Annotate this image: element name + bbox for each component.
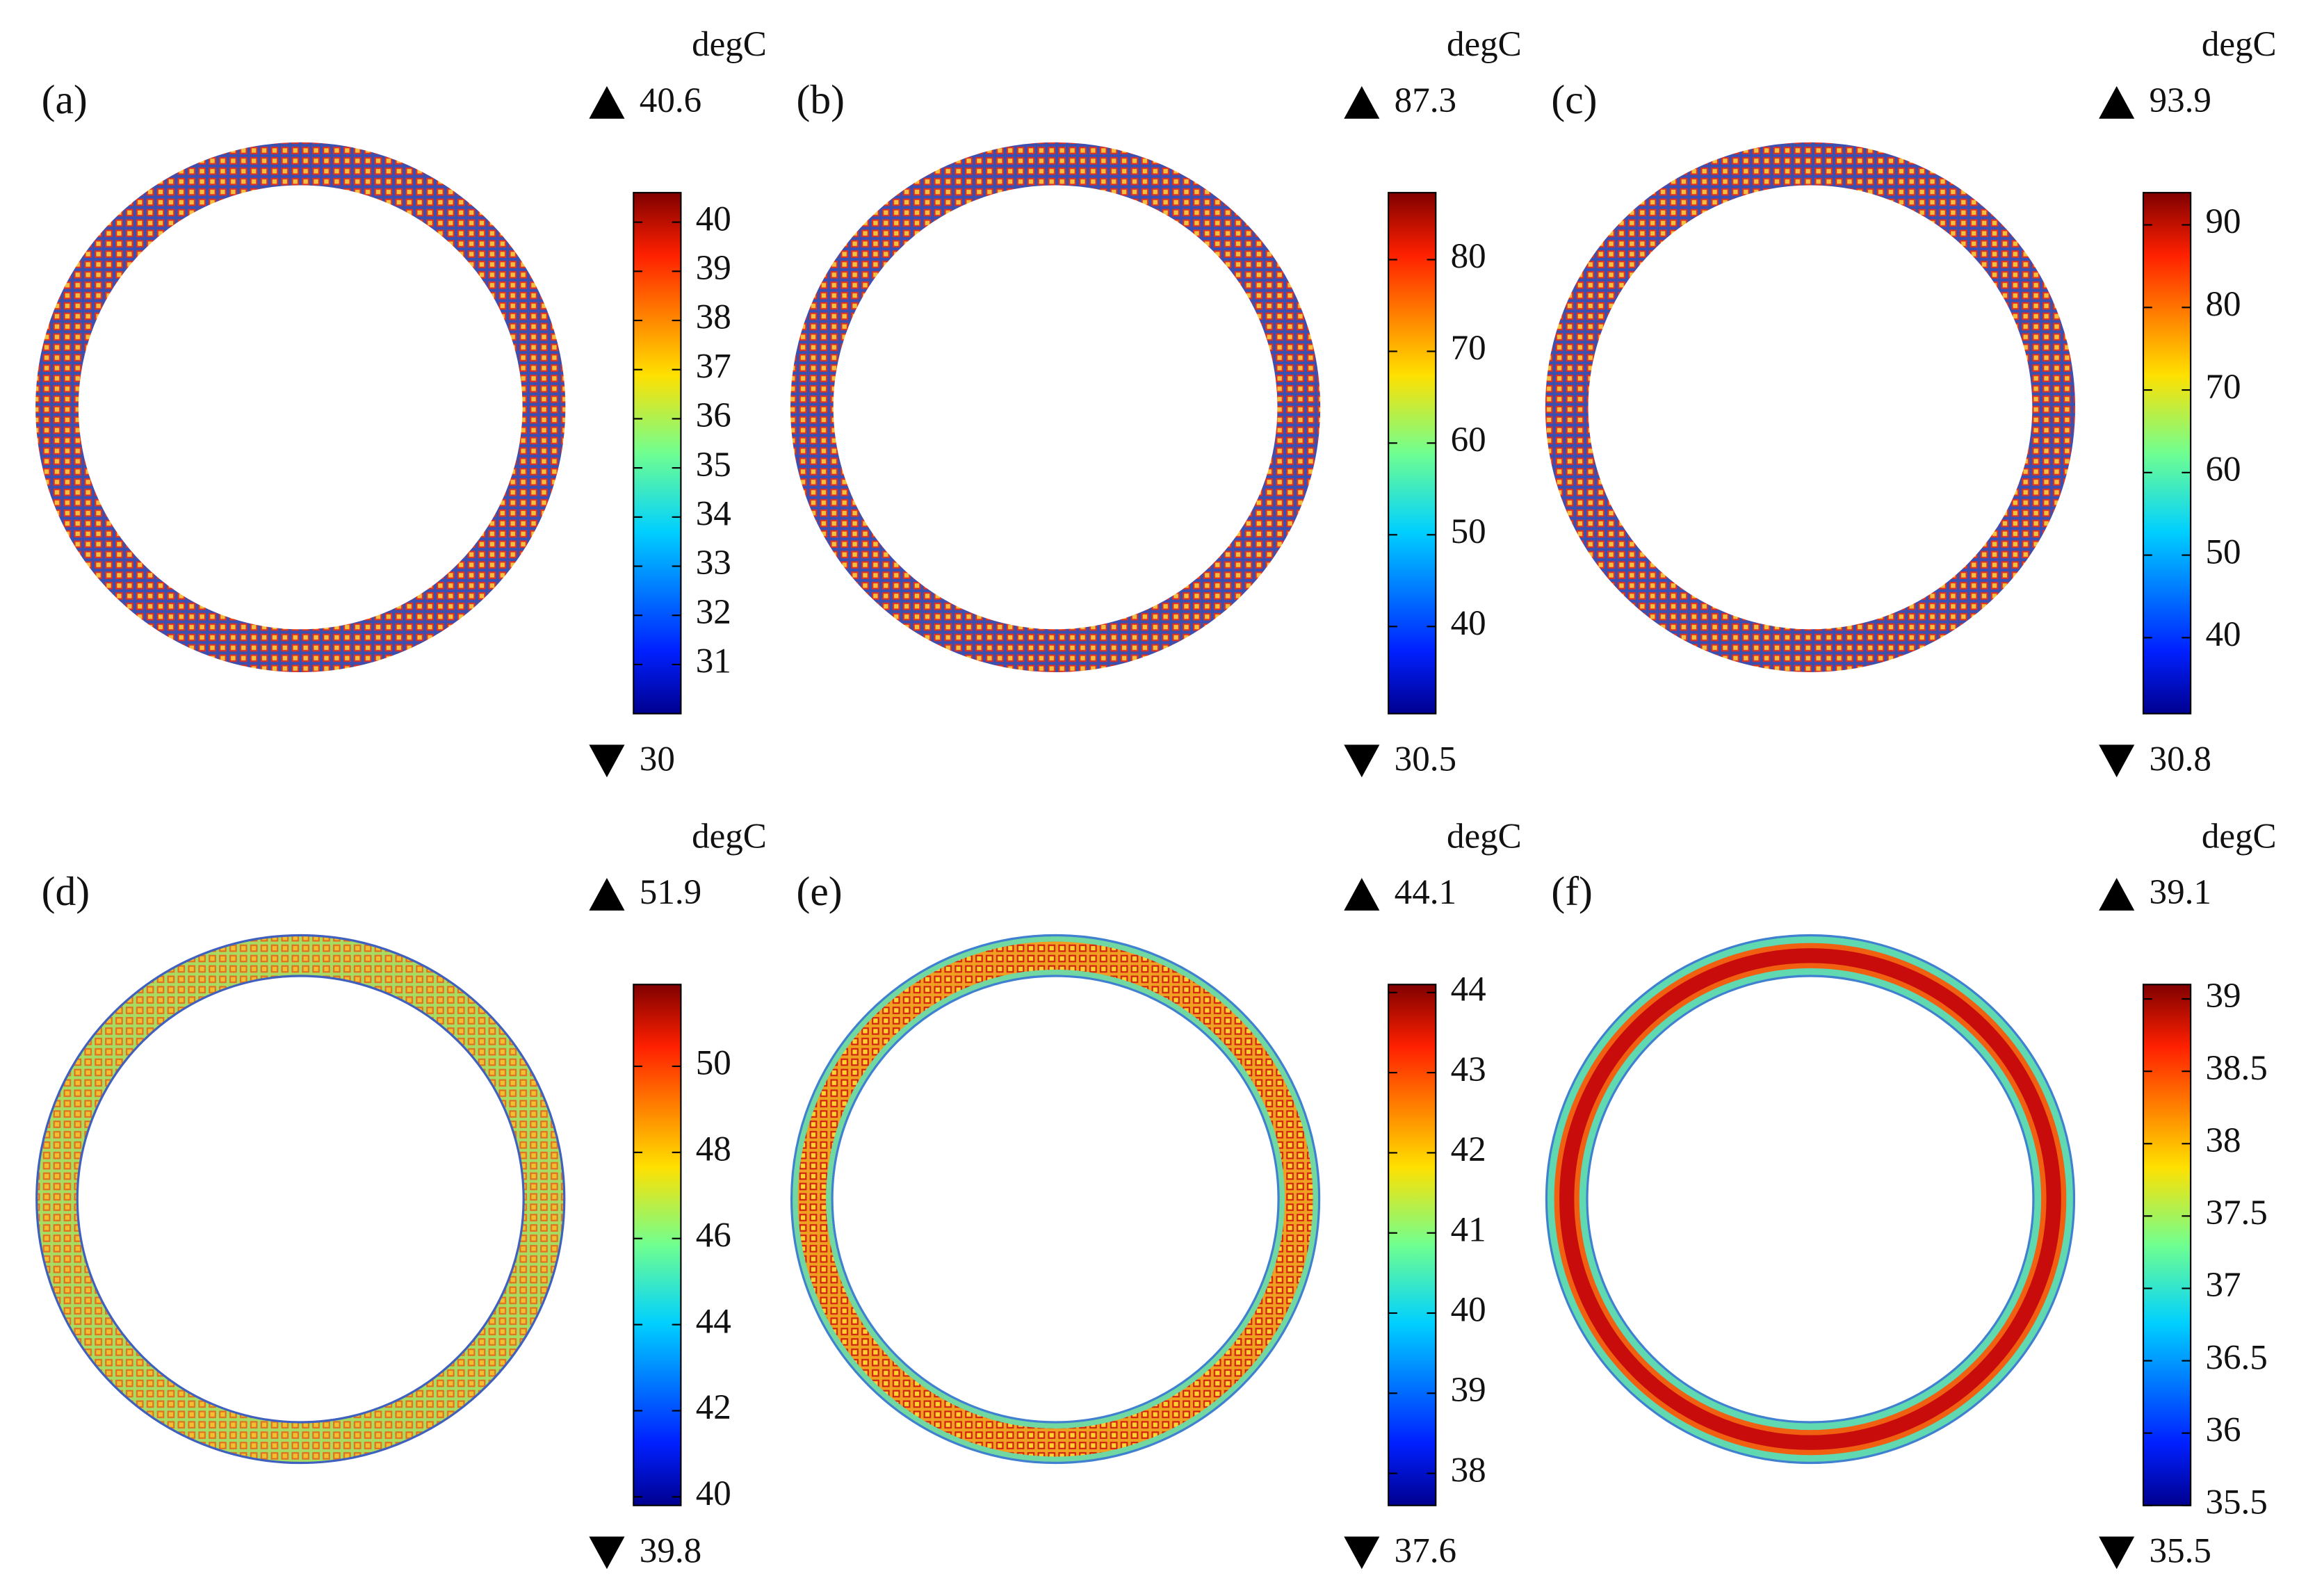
temperature-ring	[1559, 948, 2061, 1450]
max-marker	[2099, 86, 2135, 119]
min-value: 39.8	[640, 1531, 701, 1571]
max-value: 39.1	[2150, 872, 2211, 912]
min-marker	[589, 744, 625, 778]
tick-label: 37	[696, 346, 731, 386]
colorbar	[633, 984, 682, 1506]
tick-label: 37.5	[2205, 1193, 2267, 1232]
tick-label: 36.5	[2205, 1337, 2267, 1377]
tick-label: 60	[2205, 450, 2241, 489]
tick-label: 43	[1451, 1050, 1486, 1089]
tick-label: 40	[1451, 1290, 1486, 1330]
tick-label: 50	[1451, 512, 1486, 551]
unit-label: degC	[1447, 24, 1522, 64]
tick-label: 40	[2205, 614, 2241, 654]
tick-label: 37	[2205, 1265, 2241, 1305]
min-value: 30	[640, 740, 675, 779]
max-marker	[1344, 877, 1380, 911]
colorbar	[1388, 984, 1437, 1506]
tick-label: 46	[696, 1215, 731, 1255]
tick-label: 35	[696, 445, 731, 484]
min-value: 30.5	[1395, 740, 1456, 779]
tick-label: 80	[2205, 284, 2241, 324]
tick-label: 42	[1451, 1130, 1486, 1169]
temperature-ring	[797, 941, 1313, 1457]
max-value: 93.9	[2150, 81, 2211, 120]
tick-label: 70	[2205, 367, 2241, 407]
tick-label: 90	[2205, 202, 2241, 241]
tick-label: 39	[2205, 976, 2241, 1016]
tick-label: 50	[696, 1043, 731, 1083]
panel-label: (b)	[796, 76, 845, 122]
tick-label: 36	[696, 396, 731, 435]
colorbar	[633, 192, 682, 715]
min-marker	[1344, 1536, 1380, 1570]
min-marker	[2099, 1536, 2135, 1570]
tick-label: 44	[1451, 970, 1486, 1009]
unit-label: degC	[692, 24, 767, 64]
max-marker	[2099, 877, 2135, 911]
tick-label: 48	[696, 1130, 731, 1169]
unit-label: degC	[2202, 24, 2277, 64]
colorbar	[2142, 192, 2192, 715]
tick-label: 42	[696, 1387, 731, 1427]
max-value: 51.9	[640, 872, 701, 912]
tick-label: 80	[1451, 236, 1486, 276]
min-value: 35.5	[2150, 1531, 2211, 1571]
unit-label: degC	[2202, 816, 2277, 856]
tick-label: 32	[696, 592, 731, 632]
min-marker	[589, 1536, 625, 1570]
temperature-ring	[790, 142, 1321, 673]
max-marker	[589, 877, 625, 911]
max-value: 87.3	[1395, 81, 1456, 120]
tick-label: 70	[1451, 328, 1486, 368]
tick-label: 41	[1451, 1210, 1486, 1249]
temperature-ring	[1545, 142, 2076, 673]
tick-label: 60	[1451, 420, 1486, 459]
tick-label: 40	[696, 199, 731, 238]
min-marker	[1344, 744, 1380, 778]
colorbar	[1388, 192, 1437, 715]
panel-label: (f)	[1551, 868, 1593, 914]
panel-label: (c)	[1551, 76, 1597, 122]
panel-label: (d)	[42, 868, 90, 914]
tick-label: 34	[696, 494, 731, 534]
tick-label: 36	[2205, 1410, 2241, 1449]
unit-label: degC	[1447, 816, 1522, 856]
panel-label: (a)	[42, 76, 88, 122]
tick-label: 40	[696, 1474, 731, 1513]
max-value: 44.1	[1395, 872, 1456, 912]
tick-label: 38	[2205, 1121, 2241, 1160]
max-marker	[1344, 86, 1380, 119]
min-value: 37.6	[1395, 1531, 1456, 1571]
tick-label: 33	[696, 543, 731, 583]
min-marker	[2099, 744, 2135, 778]
temperature-ring	[38, 936, 564, 1462]
unit-label: degC	[692, 816, 767, 856]
tick-label: 38	[696, 298, 731, 337]
tick-label: 38.5	[2205, 1048, 2267, 1088]
tick-label: 31	[696, 642, 731, 681]
min-value: 30.8	[2150, 740, 2211, 779]
max-value: 40.6	[640, 81, 701, 120]
tick-label: 50	[2205, 532, 2241, 571]
temperature-ring	[35, 142, 566, 673]
colorbar	[2142, 984, 2192, 1506]
tick-label: 39	[1451, 1370, 1486, 1410]
tick-label: 35.5	[2205, 1482, 2267, 1522]
panel-label: (e)	[796, 868, 842, 914]
tick-label: 39	[696, 248, 731, 288]
tick-label: 38	[1451, 1450, 1486, 1490]
tick-label: 44	[696, 1301, 731, 1341]
tick-label: 40	[1451, 603, 1486, 643]
max-marker	[589, 86, 625, 119]
